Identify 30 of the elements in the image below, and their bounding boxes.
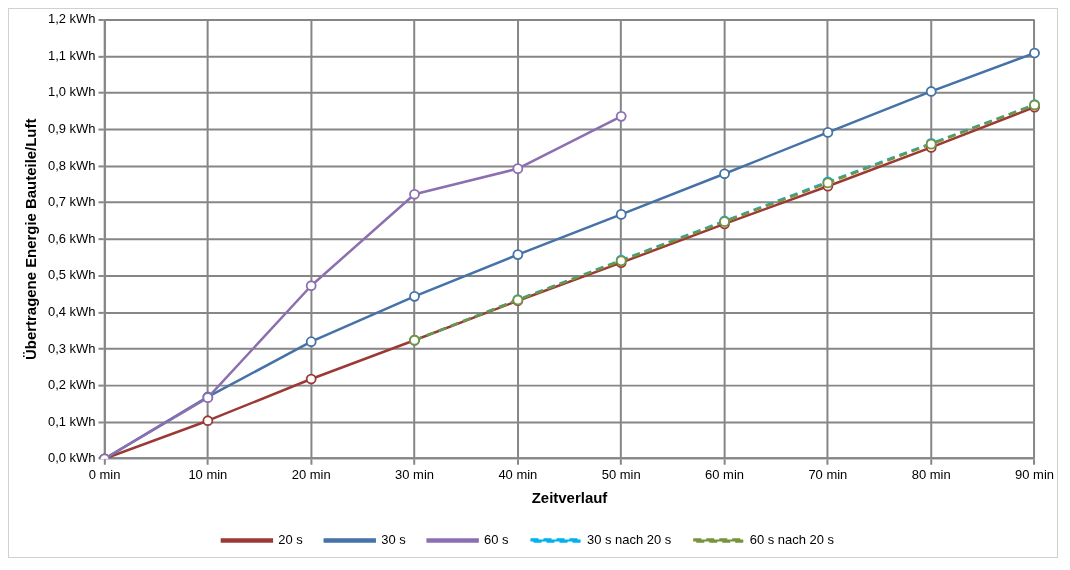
x-tick-label: 0 min: [88, 467, 121, 483]
x-tick-label: 20 min: [291, 467, 331, 483]
y-tick-label: 0,8 kWh: [47, 157, 96, 173]
x-tick-label: 90 min: [1015, 467, 1054, 483]
y-tick-label: 0,9 kWh: [47, 121, 96, 137]
x-axis-title: Zeitverlauf: [531, 489, 608, 507]
y-tick-label: 0,4 kWh: [47, 304, 96, 319]
y-tick-label: 1,2 kWh: [47, 11, 96, 27]
legend-label: 60 s: [484, 532, 510, 548]
y-tick-label: 0,3 kWh: [47, 340, 96, 356]
y-tick-label: 1,0 kWh: [47, 84, 96, 100]
x-tick-label: 50 min: [601, 467, 641, 483]
y-tick-label: 0,6 kWh: [47, 230, 96, 246]
y-tick-label: 0,2 kWh: [47, 377, 96, 393]
x-tick-label: 40 min: [498, 467, 538, 483]
y-tick-label: 0,5 kWh: [47, 267, 96, 283]
y-tick-label: 0,7 kWh: [47, 194, 96, 210]
x-tick-label: 80 min: [911, 467, 951, 483]
x-tick-label: 70 min: [808, 467, 848, 483]
y-tick-label: 0,0 kWh: [47, 450, 96, 466]
y-axis-title: Übertragene Energie Bauteile/Luft: [22, 118, 40, 360]
x-tick-label: 10 min: [188, 467, 228, 483]
y-tick-label: 1,1 kWh: [47, 47, 96, 63]
legend-label: 20 s: [278, 532, 304, 548]
x-tick-label: 30 min: [395, 467, 434, 483]
legend-label: 30 s nach 20 s: [586, 532, 672, 548]
legend-label: 30 s: [381, 532, 407, 548]
x-tick-label: 60 min: [705, 467, 744, 483]
legend-label: 60 s nach 20 s: [749, 532, 835, 548]
y-tick-label: 0,1 kWh: [47, 413, 96, 429]
